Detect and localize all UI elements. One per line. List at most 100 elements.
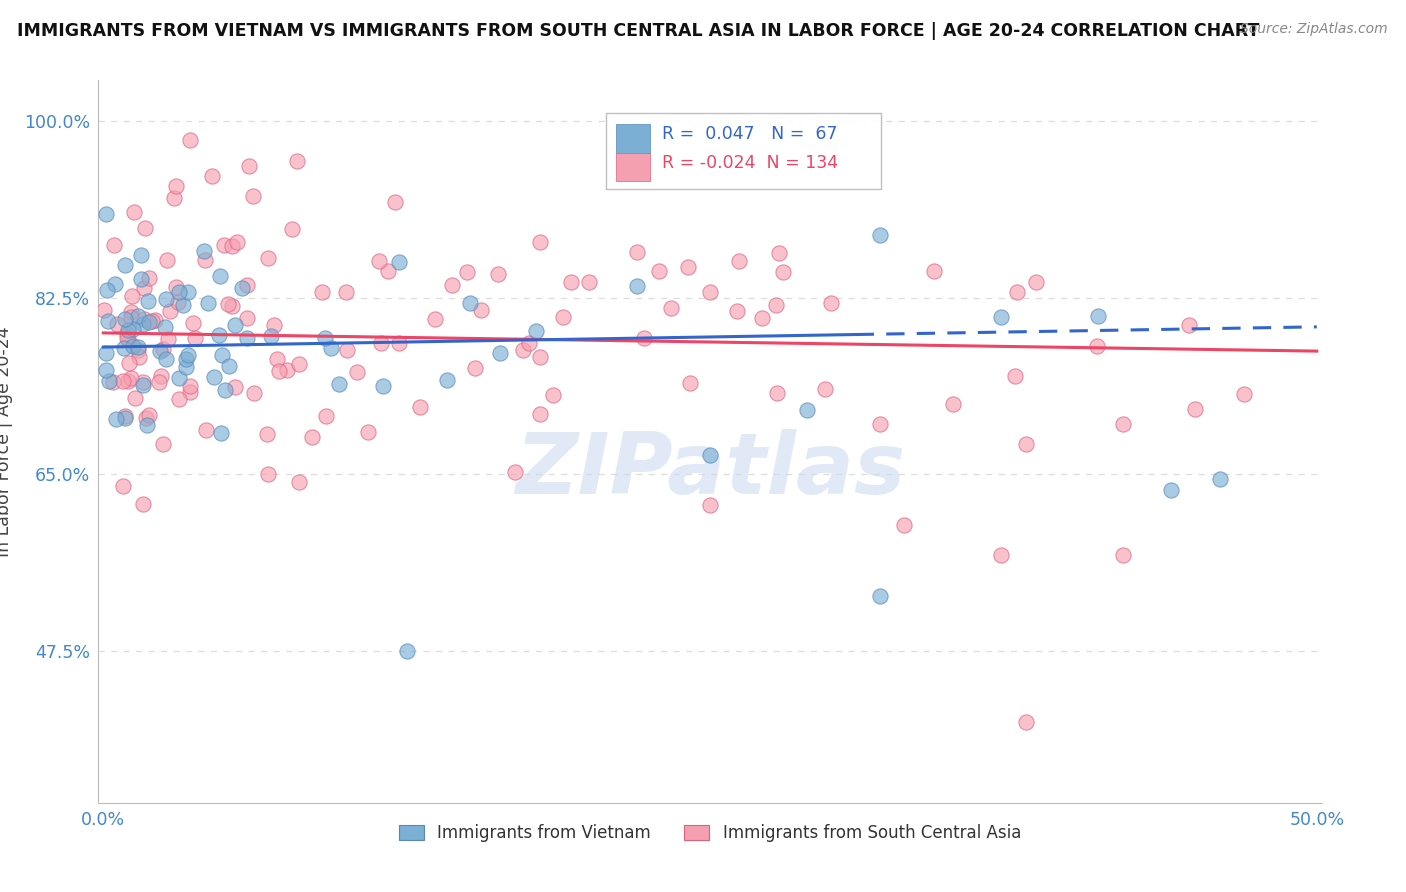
Point xyxy=(224,318,246,332)
Point xyxy=(243,385,266,400)
Point xyxy=(346,365,368,379)
Point xyxy=(458,296,481,310)
Point xyxy=(111,375,134,389)
Point xyxy=(529,351,551,365)
Point xyxy=(127,340,149,354)
Point xyxy=(772,265,794,279)
Point xyxy=(699,448,721,462)
Point xyxy=(96,283,118,297)
Point xyxy=(225,235,247,250)
Legend: Immigrants from Vietnam, Immigrants from South Central Asia: Immigrants from Vietnam, Immigrants from… xyxy=(392,817,1028,848)
Point xyxy=(281,222,304,236)
Point xyxy=(321,342,343,356)
Point xyxy=(155,352,177,367)
Point xyxy=(159,303,181,318)
Point xyxy=(578,276,600,290)
Point xyxy=(134,220,156,235)
Point xyxy=(163,191,186,205)
Point xyxy=(678,260,700,274)
Point xyxy=(115,326,138,341)
Text: ZIPatlas: ZIPatlas xyxy=(515,429,905,512)
Point xyxy=(179,384,201,399)
Point xyxy=(221,239,243,253)
Point xyxy=(101,375,124,389)
Point xyxy=(751,311,773,326)
Point xyxy=(97,374,120,388)
Point xyxy=(942,397,965,411)
Point xyxy=(118,356,141,370)
Point xyxy=(184,331,207,345)
Point xyxy=(209,268,232,283)
Point xyxy=(659,301,682,316)
Point xyxy=(104,411,127,425)
Point xyxy=(127,309,149,323)
Point xyxy=(103,238,125,252)
Point xyxy=(112,341,135,355)
Point xyxy=(214,383,236,397)
Point xyxy=(377,264,399,278)
Point xyxy=(114,409,136,423)
Point xyxy=(152,437,174,451)
Point xyxy=(174,351,197,366)
Point xyxy=(148,376,170,390)
Point xyxy=(276,363,298,377)
Point xyxy=(1111,548,1133,562)
Point xyxy=(121,289,143,303)
Point xyxy=(256,251,278,265)
Point xyxy=(409,401,432,415)
Point xyxy=(114,410,136,425)
Point xyxy=(1025,275,1047,289)
Point xyxy=(503,466,526,480)
Point xyxy=(176,349,198,363)
Point xyxy=(373,379,395,393)
Point xyxy=(111,479,134,493)
Point xyxy=(121,339,143,353)
Point xyxy=(197,296,219,310)
Point xyxy=(167,285,190,299)
Point xyxy=(287,357,309,371)
Point xyxy=(725,304,748,318)
Point xyxy=(370,335,392,350)
Point xyxy=(1005,285,1028,299)
Point xyxy=(94,363,117,377)
Point xyxy=(132,312,155,326)
Point xyxy=(395,644,418,658)
Point xyxy=(149,344,172,359)
Point xyxy=(1208,472,1232,486)
Point xyxy=(131,497,153,511)
Point xyxy=(678,376,700,390)
Point xyxy=(488,267,510,281)
Point xyxy=(529,235,551,249)
Point xyxy=(699,498,721,512)
Point xyxy=(529,407,551,421)
Point xyxy=(176,359,198,374)
Point xyxy=(260,329,283,343)
Point xyxy=(1087,309,1109,323)
Point xyxy=(117,333,139,347)
Point xyxy=(217,297,239,311)
Point xyxy=(96,346,118,360)
Point xyxy=(138,408,160,422)
Text: R = -0.024  N = 134: R = -0.024 N = 134 xyxy=(662,154,838,172)
Point xyxy=(131,377,153,392)
Point xyxy=(1178,318,1201,332)
Point xyxy=(357,425,380,440)
Point xyxy=(179,379,201,393)
Point xyxy=(517,336,540,351)
Point xyxy=(388,255,411,269)
Point xyxy=(120,310,142,324)
Point xyxy=(328,376,350,391)
Point xyxy=(314,331,336,345)
Point xyxy=(524,324,547,338)
Point xyxy=(311,285,333,299)
Point xyxy=(768,246,790,260)
Point xyxy=(1111,417,1133,431)
Point xyxy=(104,277,127,292)
Point xyxy=(167,294,190,309)
Point xyxy=(208,328,231,343)
Point xyxy=(96,207,118,221)
Point xyxy=(1014,714,1036,729)
Point xyxy=(120,371,142,385)
Point xyxy=(127,343,149,358)
Point xyxy=(893,517,915,532)
